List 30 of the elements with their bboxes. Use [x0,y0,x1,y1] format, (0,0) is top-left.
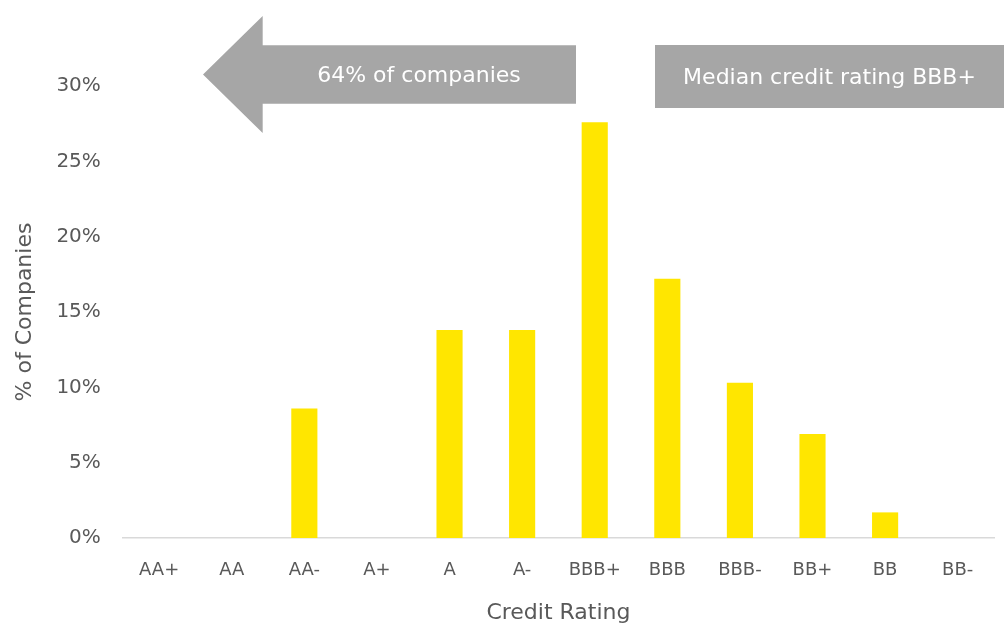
y-axis-title: % of Companies [10,222,36,402]
bar [726,382,753,538]
x-tick-label: BBB+ [568,558,621,580]
bar [509,330,536,538]
y-tick-label: 5% [69,448,101,473]
y-tick-label: 25% [56,147,101,172]
y-tick-label: 0% [69,524,101,549]
x-tick-label: A [443,558,457,580]
x-tick-label: BB [872,558,898,580]
y-tick-label: 30% [56,72,101,97]
x-axis-title: Credit Rating [486,598,631,624]
x-tick-label: AA [219,558,245,580]
x-tick-label: A- [512,558,532,580]
bar [436,330,463,538]
bar [581,122,608,538]
x-tick-label: A+ [363,558,391,580]
y-tick-label: 20% [56,222,101,247]
x-tick-label: BB- [942,558,974,580]
x-tick-label: AA- [288,558,320,580]
bar [799,434,826,538]
x-tick-label: BB+ [792,558,833,580]
bar [872,512,899,538]
y-tick-label: 15% [56,298,101,323]
bar [291,408,318,538]
x-tick-label: BBB- [718,558,762,580]
x-tick-label: AA+ [139,558,180,580]
y-tick-label: 10% [56,373,101,398]
annotation: 64% of companies [316,61,522,89]
x-tick-label: BBB [648,558,686,580]
bar [654,278,681,538]
